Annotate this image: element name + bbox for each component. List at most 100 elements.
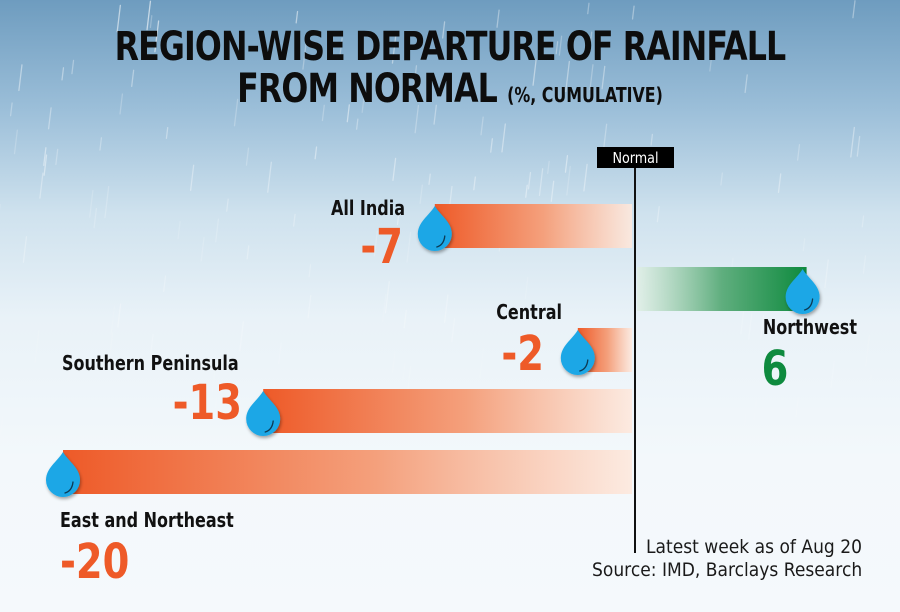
rain-streak [524,276,529,300]
rain-streak [391,31,397,64]
rain-streak [146,0,152,31]
rain-streak [473,176,476,191]
rain-streak [868,374,872,391]
chart-title-line1: REGION-WISE DEPARTURE OF RAINFALL [114,24,787,70]
rain-streak [150,413,154,435]
rain-streak [744,74,748,94]
rain-streak [308,264,312,278]
rain-streak [392,157,397,181]
rain-streak [302,43,307,70]
rain-streak [443,294,449,324]
raindrop-icon [46,452,80,497]
rain-streak [67,369,71,383]
value-label: -13 [173,376,242,431]
rain-streak [601,65,606,90]
rain-streak [165,127,169,139]
rain-streak [796,144,801,161]
rain-streak [246,245,250,260]
footer-source: Source: IMD, Barclays Research [591,559,862,581]
bar-southern-peninsula [263,389,632,433]
rain-streak [589,64,594,91]
rain-streak [501,123,506,153]
rain-streak [830,360,835,389]
rain-streak [583,163,588,192]
rain-streak [588,31,593,54]
category-label: All India [331,197,405,220]
bar-all-india [434,204,632,248]
rain-streak [538,168,544,197]
rain-streak [47,107,52,130]
rain-streak [496,9,500,28]
rain-streak [384,280,390,314]
raindrop-icon [246,391,281,436]
value-label: -20 [60,535,129,590]
rain-streak [149,333,154,358]
rain-streak [414,104,420,134]
rain-streak [587,2,590,15]
rain-streak [525,184,528,198]
rain-streak [39,172,44,199]
rain-streak [558,35,563,56]
normal-label-box [597,147,674,168]
rain-streak [631,5,635,20]
rain-streak [760,314,765,339]
rain-streak [239,321,244,352]
rain-streak [154,20,160,53]
rain-streak [233,98,239,127]
rain-streak [177,220,181,240]
rain-streak [479,348,485,379]
rain-streak [43,154,48,176]
rain-streak [850,126,855,158]
rain-streak [442,21,446,39]
rain-streak [200,236,205,262]
rain-streak [406,231,412,263]
rain-streak [278,342,282,364]
rain-streak [89,189,94,218]
chart-title-main: FROM NORMAL [237,66,498,112]
rain-streak [43,147,47,167]
rain-streak [428,173,431,185]
chart-title-line2: FROM NORMAL (%, CUMULATIVE) [54,66,846,112]
rain-streak [856,135,861,157]
rain-streak [245,147,250,166]
rain-streak [720,172,724,186]
footer-note: Latest week as of Aug 20 [646,536,862,558]
rain-streak [355,118,359,130]
rain-streak [34,330,40,364]
rain-streak [338,37,343,61]
rain-streak [709,56,713,72]
rain-streak [852,0,856,19]
value-label: 6 [762,342,789,397]
category-label: Northwest [763,316,857,339]
rain-streak [213,397,218,415]
rain-streak [117,303,122,328]
rain-streak [346,104,350,123]
bar-northwest [637,267,807,311]
rain-streak [413,65,418,88]
bar-east-and-northeast [63,450,632,494]
rain-streak [862,255,867,274]
rain-streak [307,294,312,319]
rain-streak [564,155,569,173]
rain-streak [396,230,400,242]
rain-streak [650,133,654,146]
rain-streak [391,351,396,373]
rain-streak [407,365,412,390]
rain-streak [480,116,484,136]
rain-streak [99,137,103,151]
rain-streak [753,399,757,421]
rain-streak [555,41,559,55]
rain-streak [108,332,114,364]
raindrop-icon [560,330,595,376]
rain-streak [293,213,296,227]
rain-streak [382,293,387,322]
rain-streak [189,164,195,192]
chart-title-unit: (%, CUMULATIVE) [507,83,663,107]
rain-streak [656,206,660,223]
rain-streak [373,230,378,257]
category-label: Central [496,301,562,324]
rain-streak [18,64,23,92]
rain-streak [433,104,437,125]
